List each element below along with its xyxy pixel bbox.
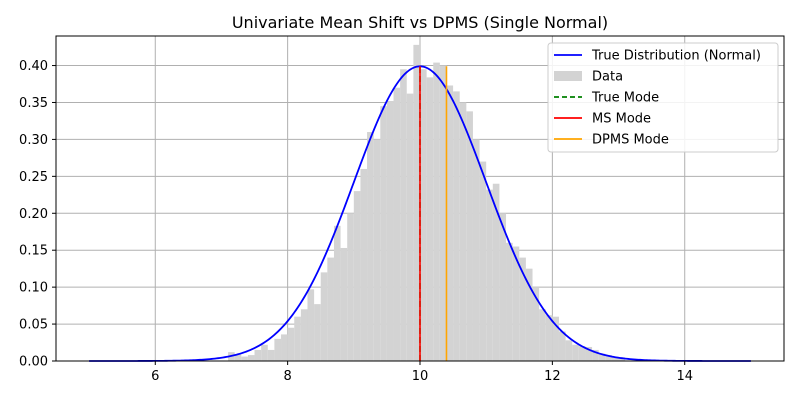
histogram-bar <box>347 213 354 361</box>
histogram-bar <box>247 355 255 361</box>
histogram-bar <box>281 334 288 361</box>
legend-label: Data <box>592 70 623 85</box>
y-tick-label: 0.05 <box>19 318 48 333</box>
histogram-bar <box>611 356 619 361</box>
legend-label: DPMS Mode <box>592 133 669 148</box>
histogram-bar <box>532 287 540 361</box>
histogram-bar <box>486 189 493 361</box>
x-tick-label: 12 <box>544 369 561 384</box>
histogram-bar <box>439 65 447 361</box>
histogram-bar <box>360 168 368 361</box>
histogram-bar <box>565 340 573 361</box>
histogram-bar <box>479 161 487 361</box>
legend-label: True Distribution (Normal) <box>591 49 761 64</box>
histogram-bar <box>558 331 566 361</box>
legend-box <box>547 42 779 153</box>
histogram-bar <box>492 183 500 361</box>
histogram-bar <box>552 316 559 361</box>
histogram-bar <box>327 257 334 361</box>
legend: True Distribution (Normal) Data True Mode M… <box>547 42 779 153</box>
histogram-bar <box>300 309 308 361</box>
histogram-bar <box>241 356 248 361</box>
histogram-bar <box>499 213 507 361</box>
x-tick-label: 10 <box>412 369 429 384</box>
x-tick-label: 8 <box>283 369 291 384</box>
histogram-bar <box>400 69 407 361</box>
legend-label: True Mode <box>591 91 659 106</box>
histogram-bar <box>373 139 381 361</box>
histogram-bar <box>420 69 427 361</box>
histogram-bar <box>466 111 473 361</box>
legend-label: MS Mode <box>592 112 651 127</box>
histogram-bar <box>261 344 268 361</box>
histogram-bar <box>340 247 348 361</box>
histogram-bar <box>512 246 520 361</box>
y-tick-label: 0.00 <box>19 355 48 370</box>
histogram-bar <box>393 87 401 362</box>
histogram-bar <box>585 346 593 361</box>
histogram-bar <box>525 268 533 361</box>
histogram-bar <box>446 85 454 361</box>
y-tick-label: 0.35 <box>19 96 48 111</box>
histogram-bar <box>307 289 315 361</box>
histogram-bar <box>572 344 579 361</box>
series-lines <box>89 65 751 362</box>
histogram-bar <box>472 139 480 361</box>
histogram-bar <box>539 309 546 361</box>
histogram-bar <box>254 349 262 361</box>
histogram-bar <box>605 355 612 361</box>
histogram-bars <box>228 44 626 362</box>
histogram-bar <box>367 132 374 361</box>
histogram-bar <box>353 191 361 361</box>
histogram-bar <box>598 353 606 361</box>
histogram-bar <box>433 62 440 361</box>
histogram-bar <box>380 106 387 361</box>
histogram-bar <box>333 225 341 361</box>
histogram-bar <box>506 242 513 361</box>
histogram-bar <box>234 354 242 361</box>
y-tick-label: 0.25 <box>19 170 48 185</box>
legend-swatch <box>554 71 582 81</box>
histogram-bar <box>453 91 460 361</box>
histogram-bar <box>618 357 626 361</box>
histogram-bar <box>386 101 394 361</box>
histogram-bar <box>294 316 301 361</box>
histogram-bar <box>274 338 282 361</box>
histogram-bar <box>287 327 295 361</box>
x-tick-label: 14 <box>676 369 693 384</box>
x-tick-label: 6 <box>151 369 159 384</box>
histogram-bar <box>426 77 434 361</box>
histogram-bar <box>578 346 586 361</box>
y-tick-label: 0.10 <box>19 281 48 296</box>
y-tick-label: 0.30 <box>19 133 48 148</box>
histogram-bar <box>406 93 414 361</box>
histogram-bar <box>519 257 526 361</box>
histogram-bar <box>545 315 553 361</box>
y-tick-label: 0.15 <box>19 244 48 259</box>
chart-title: Univariate Mean Shift vs DPMS (Single No… <box>232 13 608 32</box>
axis-ticks: 6 8 10 12 14 0.00 0.05 0.10 0.15 0.20 0.25 0.30 0.35… <box>19 59 693 384</box>
y-tick-label: 0.20 <box>19 207 48 222</box>
histogram-bar <box>592 349 599 361</box>
histogram-bar <box>459 102 467 362</box>
histogram-bar <box>314 304 321 361</box>
histogram-bar <box>267 349 275 361</box>
histogram-bar <box>413 44 420 361</box>
histogram-bar <box>320 272 328 361</box>
y-tick-label: 0.40 <box>19 59 48 74</box>
